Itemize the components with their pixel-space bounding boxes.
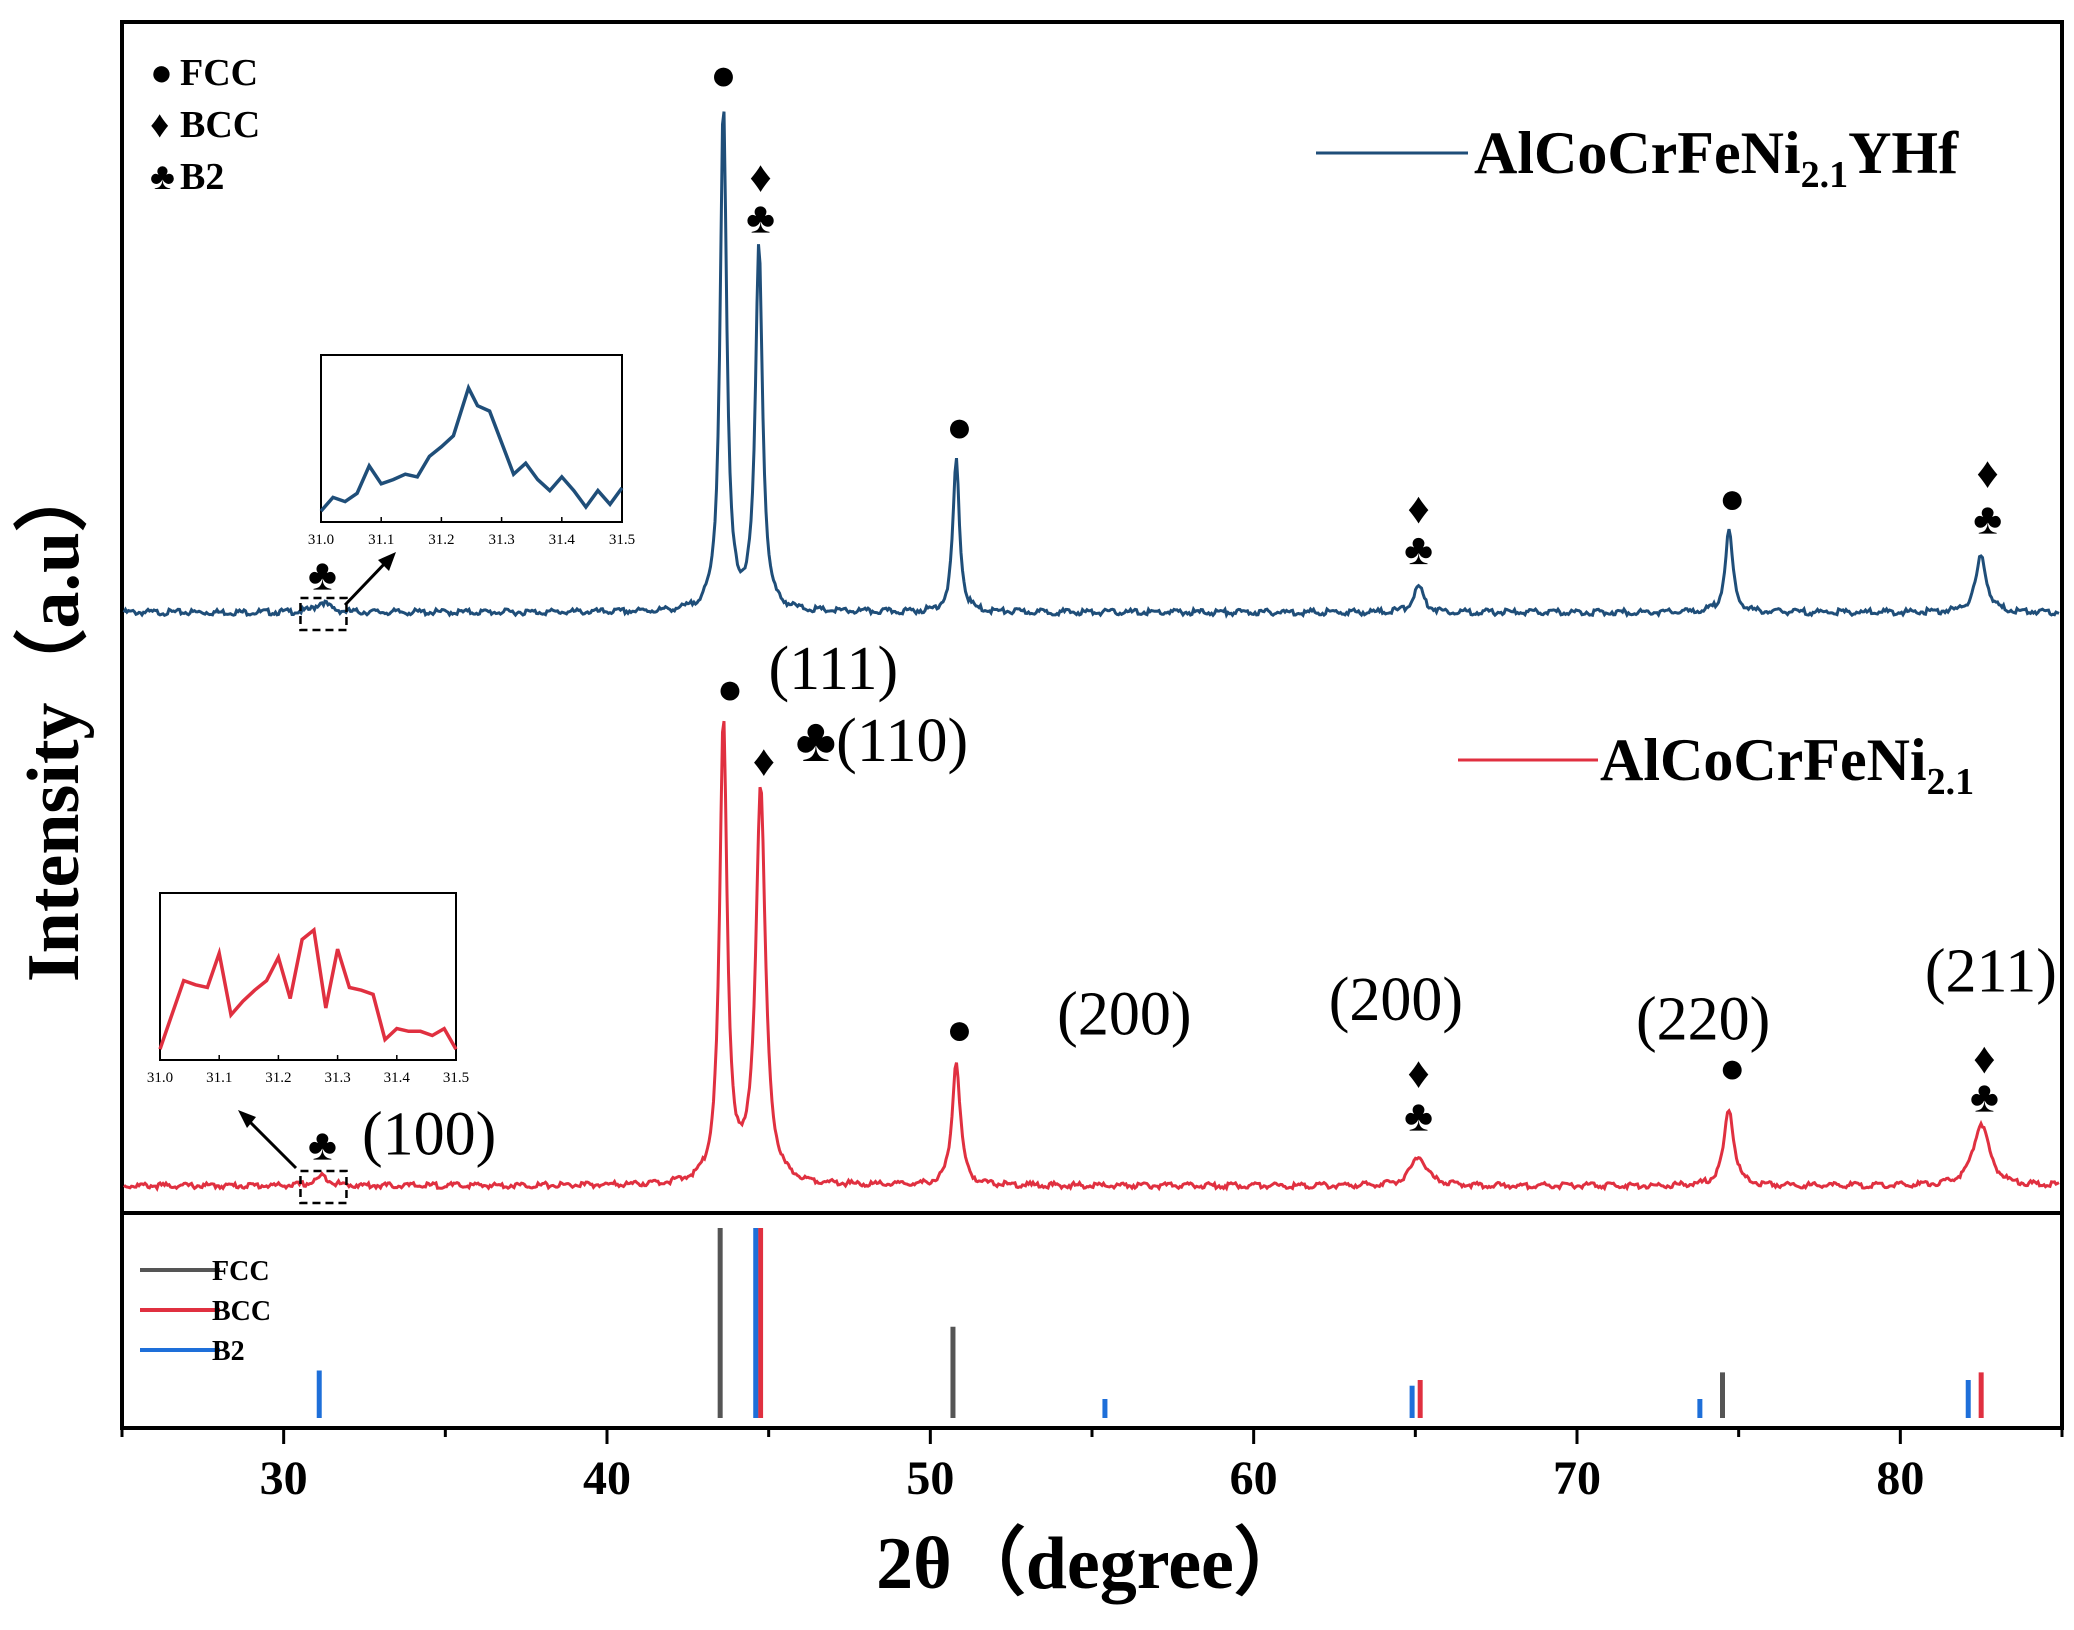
inset-tick-label-0-4: 31.4 [549,532,576,548]
peak-symbol-1-2: ● [946,1005,973,1054]
inset-tick-label-1-0: 31.0 [147,1070,173,1086]
inset-arrow-head-1 [238,1110,256,1128]
peak-symbol-0-0: ● [710,51,737,100]
inset-arrow-head-0 [378,552,396,571]
inset-tick-label-0-2: 31.2 [428,532,454,548]
series-name-sub-0: 2.1 [1801,154,1849,196]
phase-legend-symbol-2: ♣ [150,156,175,198]
inset-line-1 [158,926,458,1051]
x-tick-label-1: 40 [583,1452,631,1505]
plane-label-6: (100) [362,1101,496,1169]
series-name-main-1: AlCoCrFeNi [1600,727,1927,793]
inset-tick-label-0-0: 31.0 [308,532,334,548]
x-axis-title: 2θ（degree） [876,1523,1308,1605]
plane-label-5: (211) [1925,937,2057,1005]
ref-legend-label-1: BCC [212,1296,271,1327]
plot-border [120,20,2064,1430]
inset-tick-label-1-5: 31.5 [443,1070,469,1086]
y-axis-title: Intensity（a.u） [13,458,95,982]
phase-legend-symbol-0: ● [150,52,173,94]
diffraction-patterns [122,111,2060,1193]
peak-symbol-0-8: ♣ [1973,494,2002,543]
peak-symbol-0-1: ♦ [749,153,771,202]
x-tick-label-2: 50 [906,1452,954,1505]
inset-tick-label-1-3: 31.3 [324,1070,350,1086]
peak-symbol-0-5: ♣ [1404,525,1433,574]
peak-symbol-1-4: ♣ [1404,1092,1433,1141]
peak-symbol-0-4: ♦ [1407,484,1429,533]
inset-plots: 31.0 31.1 31.2 31.3 31.4 31.5 31.0 31.1 31.2 31.3… [147,354,635,1086]
axes: 30 40 50 60 70 80 2θ（degree） Intensity（a.u） [13,458,2064,1605]
reference-panel: FCC BCC B2 [140,1228,1984,1418]
inset-line-0 [319,383,624,513]
peak-symbol-1-6: ♦ [1973,1034,1995,1083]
series-legend-label-1: AlCoCrFeNi2.1 [1600,727,1974,803]
plane-label-4: (220) [1636,985,1770,1053]
plane-label-1: ♣(110) [795,707,968,775]
peak-symbol-1-3: ♦ [1407,1048,1429,1097]
series-name-main-0: AlCoCrFeNi [1474,120,1801,186]
peak-symbol-1-1: ♦ [753,736,775,785]
ref-legend-label-2: B2 [212,1336,245,1367]
x-tick-label-4: 70 [1553,1452,1601,1505]
inset-tick-label-1-4: 31.4 [384,1070,411,1086]
peak-symbol-0-9: ♣ [308,550,337,599]
peak-symbol-1-0: ● [717,664,744,713]
inset-frame-0 [320,354,623,523]
series-line-1 [123,720,2060,1193]
x-tick-label-0: 30 [260,1452,308,1505]
inset-frame-1 [159,892,457,1061]
peak-symbol-1-8: ♣ [308,1120,337,1169]
peak-symbol-0-3: ● [946,403,973,452]
series-name-sub-1: 2.1 [1927,761,1975,803]
inset-tick-label-0-1: 31.1 [368,532,394,548]
phase-legend-label-1: BCC [180,104,260,146]
x-tick-label-5: 80 [1876,1452,1924,1505]
phase-legend-label-0: FCC [180,52,258,94]
inset-tick-label-0-3: 31.3 [488,532,514,548]
series-legend-label-0: AlCoCrFeNi2.1YHf [1474,120,1959,196]
peak-symbol-0-7: ♦ [1976,448,1998,497]
plot-frames [120,20,2064,1430]
plane-label-3: (200) [1329,966,1463,1034]
inset-tick-label-0-5: 31.5 [609,532,635,548]
peak-symbol-0-6: ● [1719,474,1746,523]
phase-legend-label-2: B2 [180,156,224,198]
inset-tick-label-1-2: 31.2 [265,1070,291,1086]
inset-tick-label-1-1: 31.1 [206,1070,232,1086]
plane-label-2: (200) [1057,981,1191,1049]
series-line-0 [122,111,2060,619]
inset-arrow-line-1 [244,1116,298,1170]
series-name-tail-0: YHf [1848,120,1959,186]
peak-symbol-1-5: ● [1719,1044,1746,1093]
peak-symbol-0-2: ♣ [746,193,775,242]
x-tick-label-3: 60 [1230,1452,1278,1505]
peak-symbol-1-7: ♣ [1970,1072,1999,1121]
inset-arrow-line-0 [343,558,390,607]
peak-annotations: ●♦♣●♦♣●♦♣♣●♦●♦♣● ♦♣♣(111)♣(110)(200) (200)… [238,51,2057,1205]
plane-label-0: (111) [768,635,898,703]
phase-legend-symbol-1: ♦ [150,104,169,146]
ref-legend-label-0: FCC [212,1256,270,1287]
